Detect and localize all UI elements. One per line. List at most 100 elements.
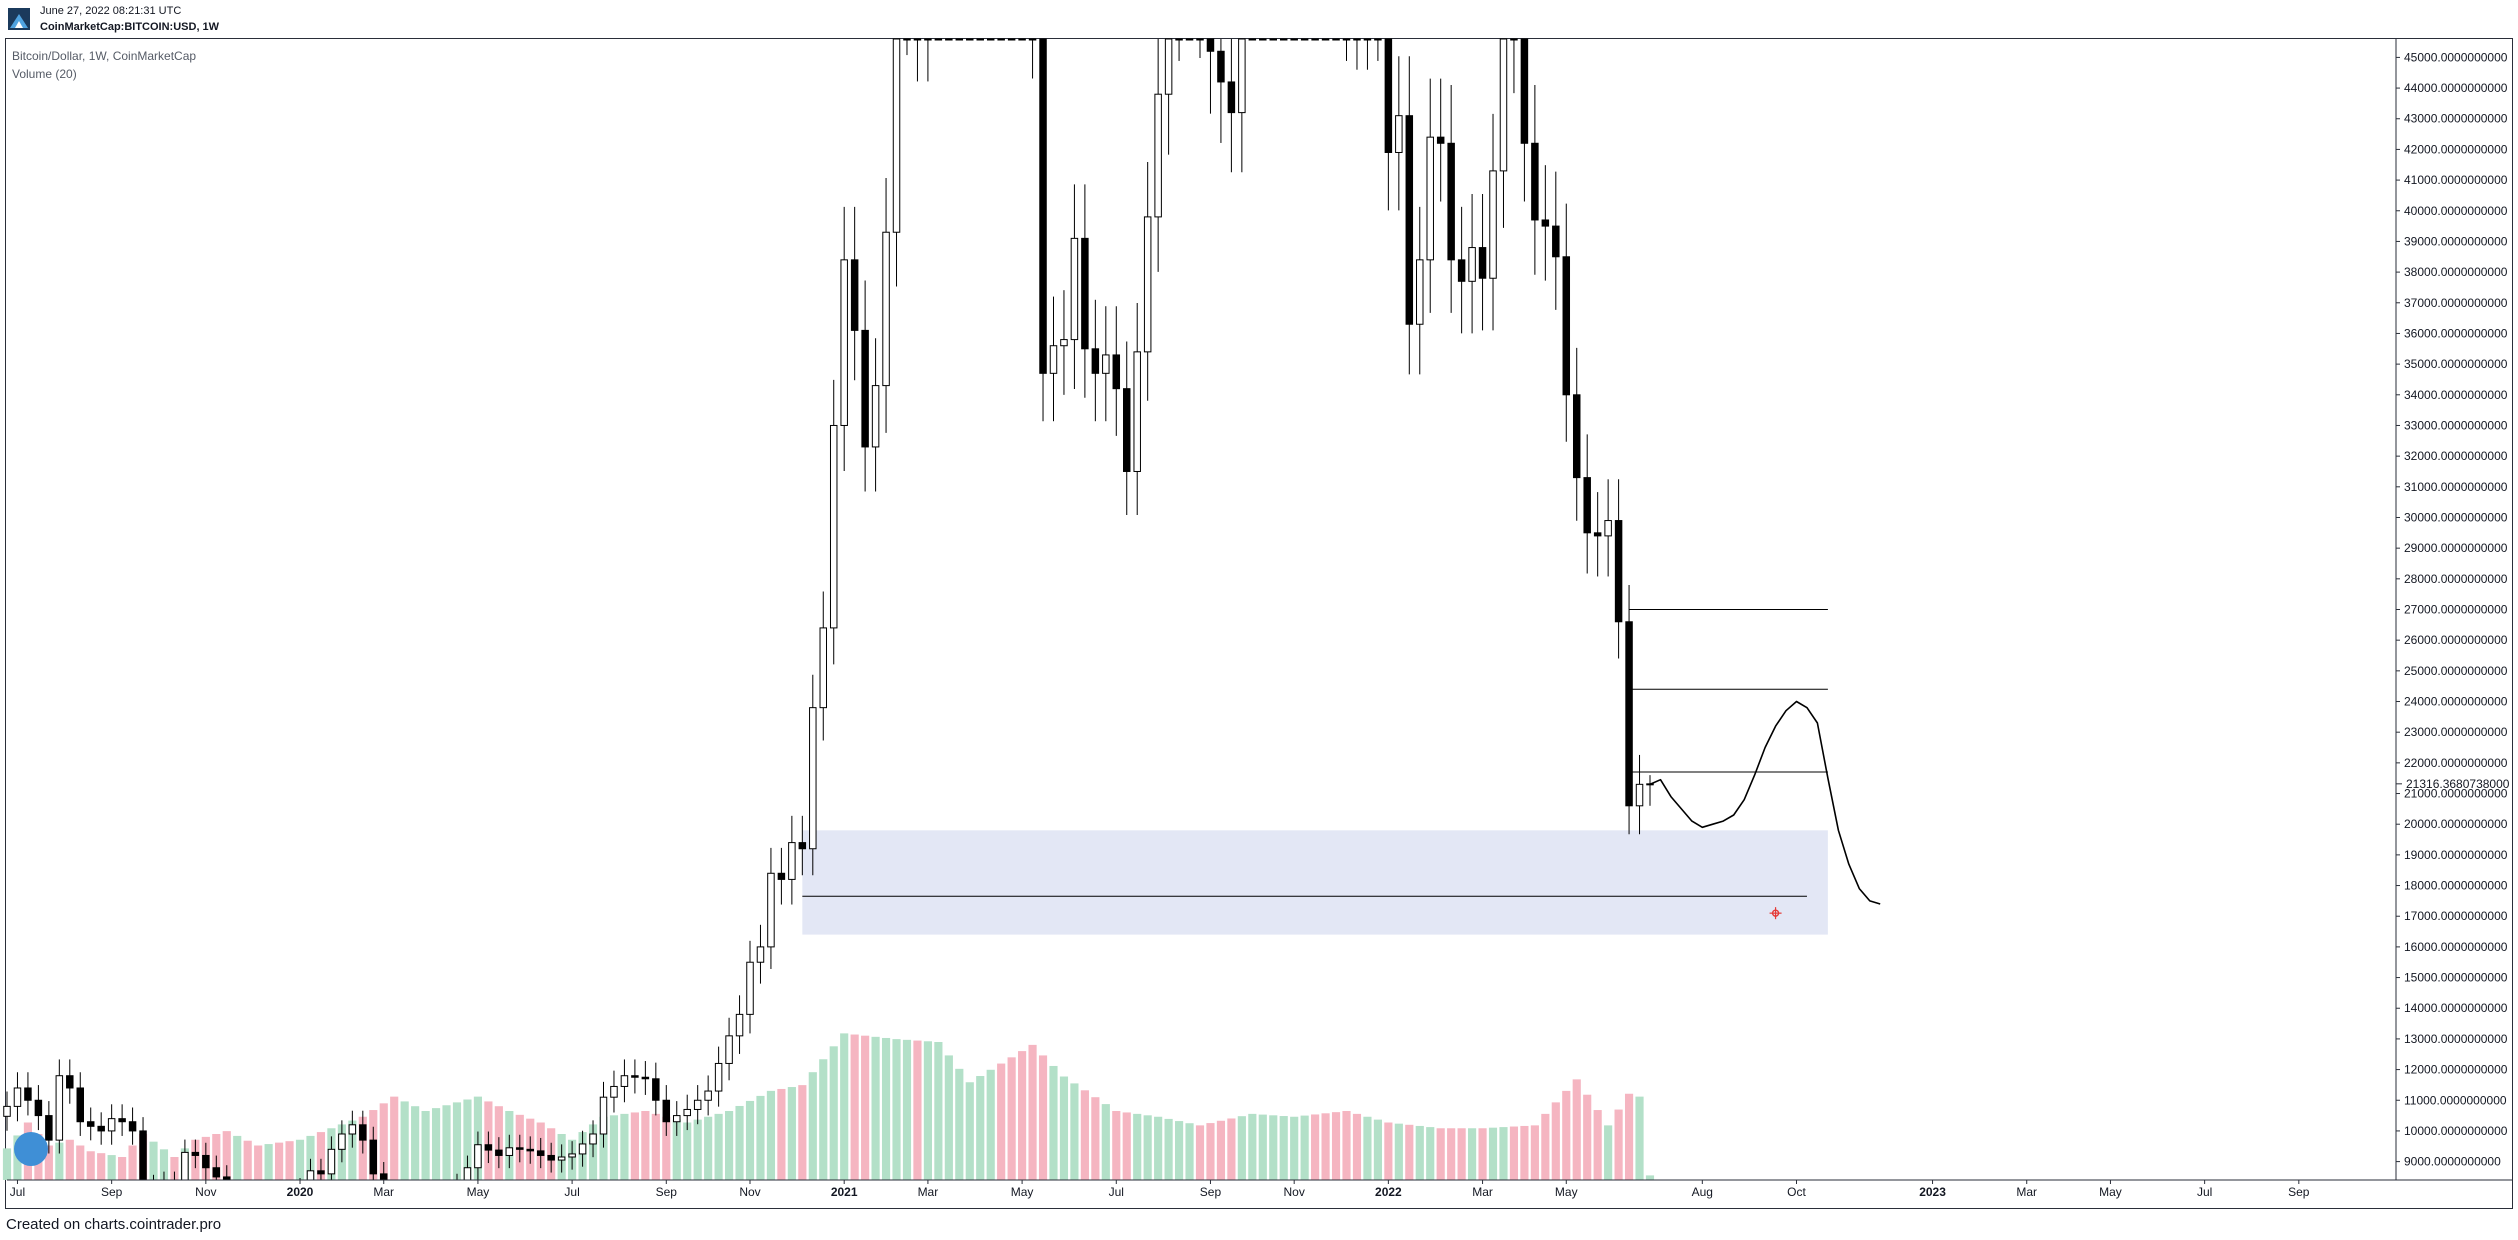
symbol-label: CoinMarketCap:BITCOIN:USD, 1W	[40, 21, 220, 33]
volume-bar	[1216, 1120, 1226, 1180]
volume-bar	[1551, 1102, 1560, 1180]
candle-body	[1531, 142, 1539, 221]
candles-layer	[3, 38, 1654, 1181]
volume-bar	[306, 1135, 315, 1180]
candle-body	[1206, 38, 1215, 52]
volume-bar	[107, 1155, 116, 1180]
volume-bar	[1185, 1123, 1194, 1180]
time-tick-label: 2022	[1375, 1185, 1402, 1199]
volume-bar	[128, 1145, 137, 1180]
candle-body	[306, 1170, 315, 1181]
price-tick-label: 24000.0000000000	[2404, 695, 2508, 709]
volume-bar	[798, 1085, 807, 1180]
candle-body	[547, 1154, 555, 1161]
volume-bar	[808, 1072, 817, 1180]
candle-body	[693, 1099, 702, 1110]
candle-body	[1468, 247, 1476, 282]
volume-bar	[745, 1100, 755, 1180]
candle-body	[945, 38, 953, 41]
candle-body	[976, 38, 984, 41]
candle-body	[1049, 345, 1058, 374]
candle-body	[829, 424, 838, 629]
volume-bar	[316, 1132, 326, 1180]
volume-bar	[1154, 1116, 1163, 1180]
candle-body	[24, 1087, 32, 1101]
watermark-icon	[14, 1132, 48, 1166]
volume-bars-layer	[2, 1033, 1655, 1180]
candle-body	[788, 842, 796, 880]
volume-bar	[170, 1157, 179, 1180]
volume-bar	[787, 1087, 796, 1180]
time-tick-label: Mar	[918, 1185, 939, 1199]
support-zone	[802, 830, 1828, 935]
candle-body	[1102, 354, 1110, 374]
price-tick-label: 20000.0000000000	[2404, 817, 2508, 831]
volume-bar	[714, 1113, 723, 1180]
candle-body	[557, 1156, 566, 1161]
candle-body	[1478, 247, 1487, 279]
volume-bar	[923, 1041, 932, 1180]
volume-bar	[222, 1131, 231, 1180]
candle-body	[107, 1118, 116, 1132]
price-tick-label: 43000.0000000000	[2404, 112, 2508, 126]
candle-body	[463, 1167, 472, 1181]
price-tick-label: 37000.0000000000	[2404, 296, 2508, 310]
candle-body	[1416, 259, 1424, 325]
candle-body	[1395, 115, 1403, 153]
time-tick-label: Sep	[1200, 1185, 1222, 1199]
volume-bar	[976, 1076, 985, 1180]
candle-body	[1436, 136, 1445, 144]
candle-body	[1269, 38, 1277, 41]
price-tick-label: 28000.0000000000	[2404, 572, 2508, 586]
time-tick-label: May	[2099, 1185, 2122, 1199]
candle-body	[662, 1099, 671, 1123]
candle-body	[1321, 38, 1330, 41]
projection-path	[1649, 700, 1881, 905]
volume-bar	[149, 1141, 158, 1180]
candle-body	[1175, 38, 1183, 41]
volume-bar	[944, 1055, 953, 1180]
volume-bar	[1363, 1116, 1372, 1180]
candle-body	[1353, 38, 1361, 41]
candle-body	[76, 1087, 84, 1123]
price-tick-label: 27000.0000000000	[2404, 603, 2508, 617]
volume-bar	[662, 1116, 671, 1180]
candle-body	[1541, 219, 1550, 227]
last-price-label: 21316.3680738000	[2406, 777, 2510, 791]
candle-body	[317, 1170, 325, 1175]
volume-bar	[1572, 1079, 1581, 1180]
candle-body	[652, 1078, 660, 1101]
candle-body	[1426, 136, 1434, 261]
candle-body	[1342, 38, 1351, 41]
time-tick-label: Jul	[10, 1185, 25, 1199]
price-tick-label: 23000.0000000000	[2404, 725, 2508, 739]
volume-bar	[1583, 1094, 1592, 1180]
volume-bar	[97, 1153, 106, 1180]
volume-bar	[1394, 1123, 1403, 1180]
volume-bar	[756, 1095, 765, 1180]
time-tick-label: 2021	[831, 1185, 858, 1199]
candle-body	[986, 38, 995, 41]
volume-bar	[1352, 1113, 1362, 1180]
price-tick-label: 41000.0000000000	[2404, 173, 2508, 187]
candle-body	[45, 1115, 53, 1141]
candle-body	[1070, 237, 1079, 341]
volume-bar	[1509, 1126, 1519, 1180]
price-tick-label: 29000.0000000000	[2404, 541, 2508, 555]
volume-bar	[295, 1139, 305, 1180]
candle-body	[798, 842, 807, 850]
volume-bar	[65, 1139, 74, 1180]
candle-body	[704, 1090, 712, 1101]
volume-bar	[599, 1116, 608, 1180]
candle-body	[714, 1062, 723, 1092]
time-tick-label: Jul	[2197, 1185, 2212, 1199]
volume-bar	[1290, 1116, 1299, 1180]
time-tick-label: Nov	[1284, 1185, 1305, 1199]
price-tick-label: 32000.0000000000	[2404, 449, 2508, 463]
chart-frame[interactable]	[5, 38, 2513, 1209]
candle-body	[819, 627, 828, 709]
price-tick-label: 11000.0000000000	[2404, 1093, 2507, 1107]
candle-body	[1091, 348, 1100, 374]
cointrader-logo	[8, 8, 30, 30]
